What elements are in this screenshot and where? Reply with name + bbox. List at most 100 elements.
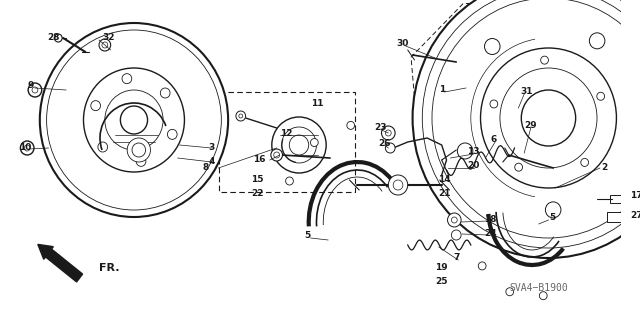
- Bar: [607, 212, 626, 222]
- Circle shape: [515, 99, 525, 109]
- Circle shape: [127, 138, 150, 162]
- Circle shape: [488, 51, 498, 61]
- Circle shape: [451, 217, 457, 223]
- Circle shape: [627, 134, 640, 150]
- Circle shape: [120, 106, 148, 134]
- Text: 23: 23: [374, 123, 387, 132]
- Circle shape: [168, 130, 177, 139]
- Text: SVA4−B1900: SVA4−B1900: [509, 283, 568, 293]
- Text: 6: 6: [490, 136, 496, 145]
- Circle shape: [500, 68, 597, 168]
- Circle shape: [481, 76, 505, 100]
- Circle shape: [105, 90, 163, 150]
- Circle shape: [580, 159, 589, 167]
- Bar: [610, 195, 627, 203]
- Text: 3: 3: [209, 144, 215, 152]
- Text: 29: 29: [525, 121, 538, 130]
- Circle shape: [388, 175, 408, 195]
- Circle shape: [461, 99, 471, 109]
- Bar: [220, 92, 355, 192]
- Circle shape: [236, 111, 246, 121]
- Circle shape: [461, 67, 471, 77]
- Text: 11: 11: [311, 99, 324, 108]
- Text: 8: 8: [203, 164, 209, 173]
- Circle shape: [522, 90, 575, 146]
- Circle shape: [285, 177, 293, 185]
- Circle shape: [289, 135, 308, 155]
- Text: FR.: FR.: [99, 263, 120, 273]
- Text: 15: 15: [251, 175, 264, 184]
- Text: 16: 16: [253, 155, 266, 165]
- Text: 26: 26: [378, 138, 390, 147]
- Polygon shape: [411, 4, 569, 173]
- Text: 14: 14: [438, 175, 451, 184]
- Circle shape: [490, 100, 498, 108]
- Text: 12: 12: [280, 129, 292, 137]
- Circle shape: [385, 130, 391, 136]
- Circle shape: [24, 145, 30, 151]
- Circle shape: [454, 48, 532, 128]
- Circle shape: [282, 127, 316, 163]
- Circle shape: [589, 33, 605, 49]
- Text: 7: 7: [453, 254, 460, 263]
- Circle shape: [122, 74, 132, 84]
- Text: 20: 20: [468, 161, 480, 170]
- Circle shape: [515, 163, 522, 171]
- Circle shape: [310, 138, 318, 146]
- Circle shape: [478, 262, 486, 270]
- Text: 4: 4: [209, 158, 215, 167]
- Circle shape: [541, 56, 548, 64]
- Text: 5: 5: [305, 232, 311, 241]
- Text: 24: 24: [484, 228, 497, 238]
- Circle shape: [515, 67, 525, 77]
- Circle shape: [481, 48, 616, 188]
- Circle shape: [447, 213, 461, 227]
- Circle shape: [385, 143, 395, 153]
- Text: 2: 2: [602, 164, 608, 173]
- Text: 25: 25: [435, 278, 448, 286]
- Text: 28: 28: [47, 33, 60, 42]
- Text: 22: 22: [251, 189, 264, 198]
- Text: 9: 9: [28, 81, 35, 91]
- Circle shape: [597, 92, 605, 100]
- Circle shape: [432, 0, 640, 238]
- Text: 18: 18: [484, 214, 497, 224]
- Circle shape: [472, 66, 515, 110]
- Circle shape: [545, 202, 561, 218]
- Text: 5: 5: [549, 213, 556, 222]
- Text: 17: 17: [630, 190, 640, 199]
- Circle shape: [347, 121, 355, 130]
- Text: 32: 32: [102, 33, 115, 42]
- Circle shape: [32, 87, 38, 93]
- Text: 19: 19: [435, 263, 448, 272]
- Text: 21: 21: [438, 189, 451, 198]
- Circle shape: [102, 42, 108, 48]
- Circle shape: [484, 39, 500, 55]
- Circle shape: [271, 149, 282, 161]
- Text: 30: 30: [397, 40, 409, 48]
- FancyArrow shape: [38, 244, 83, 282]
- Circle shape: [91, 100, 100, 111]
- Circle shape: [98, 142, 108, 152]
- Circle shape: [274, 152, 280, 158]
- Circle shape: [506, 288, 514, 296]
- Circle shape: [422, 0, 640, 248]
- Circle shape: [239, 114, 243, 118]
- Circle shape: [413, 0, 640, 258]
- Circle shape: [40, 23, 228, 217]
- Circle shape: [99, 39, 111, 51]
- Circle shape: [458, 143, 473, 159]
- Circle shape: [54, 34, 62, 42]
- Text: 13: 13: [467, 147, 480, 157]
- Circle shape: [28, 83, 42, 97]
- Circle shape: [132, 143, 146, 157]
- Circle shape: [451, 230, 461, 240]
- Circle shape: [83, 68, 184, 172]
- Circle shape: [440, 33, 547, 143]
- Circle shape: [47, 30, 221, 210]
- Circle shape: [540, 292, 547, 300]
- Text: 10: 10: [19, 143, 31, 152]
- Text: 1: 1: [438, 85, 445, 94]
- Circle shape: [136, 156, 146, 167]
- Circle shape: [488, 115, 498, 125]
